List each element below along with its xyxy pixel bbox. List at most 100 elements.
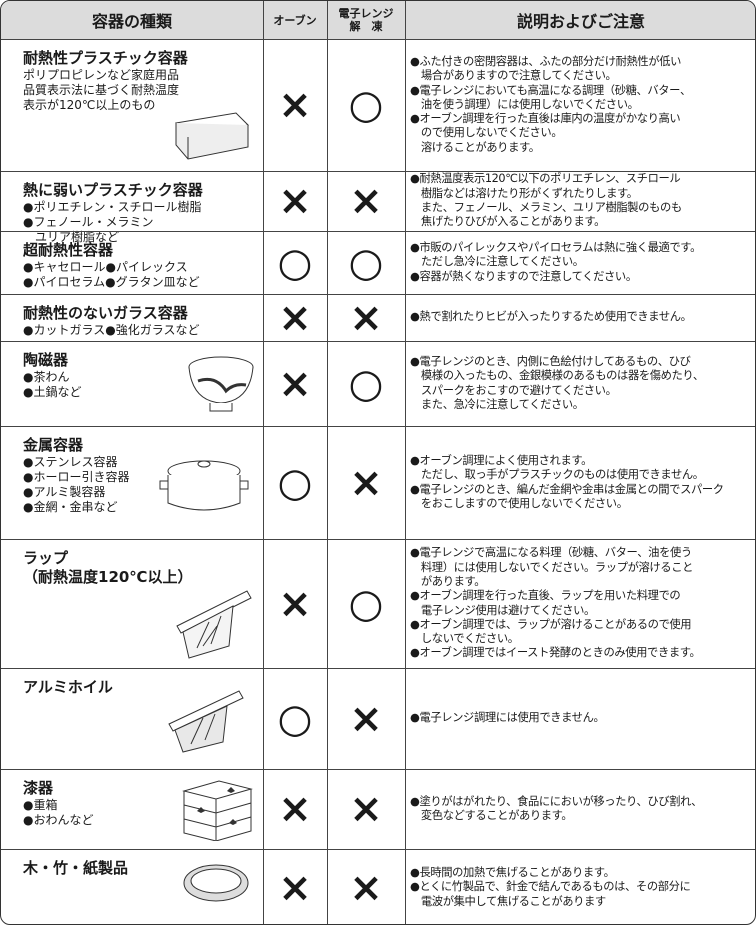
microwave-mark: × xyxy=(349,695,383,742)
container-examples: ●おわんなど xyxy=(23,813,94,827)
note-line: ●オーブン調理ではイースト発酵のときのみ使用できます。 xyxy=(410,646,701,660)
container-illustration xyxy=(175,112,250,160)
container-examples: ●カットガラス●強化ガラスなど xyxy=(23,323,200,337)
container-name: 漆器 xyxy=(23,779,54,797)
note-line: また、フェノール、メラミン、ユリア樹脂製のものも xyxy=(410,201,682,214)
note-line: 焦げたりひびが入ることがあります。 xyxy=(410,215,606,229)
type-cell: アルミホイル xyxy=(1,668,263,769)
oven-mark: ○ xyxy=(277,695,313,742)
microwave-mark: × xyxy=(349,178,383,224)
notes-cell: ●長時間の加熱で焦げることがあります。 ●とくに竹製品で、針金で結んであるものは、… xyxy=(405,849,755,924)
container-examples: ●土鍋など xyxy=(23,385,82,399)
oven-mark: × xyxy=(278,82,312,128)
container-examples: ●金網・金串など xyxy=(23,500,118,514)
row-divider xyxy=(1,426,755,427)
type-cell: 耐熱性プラスチック容器 ポリプロピレンなど家庭用品 品質表示法に基づく耐熱温度 表示が… xyxy=(1,39,263,171)
container-examples: ユリア樹脂など xyxy=(23,230,120,244)
container-illustration xyxy=(183,864,249,902)
header-oven: オーブン xyxy=(263,1,327,39)
notes-cell: ●ふた付きの密閉容器は、ふたの部分だけ耐熱性が低い 場合がありますので注意してく… xyxy=(405,39,755,171)
type-cell: 漆器 ●重箱 ●おわんなど xyxy=(1,769,263,849)
type-cell: 金属容器 ●ステンレス容器 ●ホーロー引き容器 ●アルミ製容器 ●金網・金串など xyxy=(1,426,263,539)
note-line: また、急冷に注意してください。 xyxy=(410,397,584,411)
note-line: 電子レンジ使用は避けてください。 xyxy=(410,603,595,617)
microwave-mark: ○ xyxy=(348,580,384,627)
container-name: ラップ xyxy=(23,549,69,567)
note-line: ●電子レンジのとき、内側に色絵付けしてあるもの、ひび xyxy=(410,354,691,368)
note-line: 油を使う調理）には使用しないでください。 xyxy=(410,97,639,111)
container-examples: 表示が120℃以上のもの xyxy=(23,98,156,112)
container-illustration xyxy=(182,780,253,841)
header-notes: 説明およびご注意 xyxy=(405,1,755,39)
container-examples: ●キャセロール●パイレックス xyxy=(23,260,188,274)
header-microwave-line: 電子レンジ xyxy=(338,7,394,20)
row-divider xyxy=(1,171,755,172)
note-line: ●電子レンジ調理には使用できません。 xyxy=(410,711,605,725)
oven-mark: × xyxy=(278,580,312,627)
notes-cell: ●塗りがはがれたり、食品ににおいが移ったり、ひび割れ、 変色などすることがありま… xyxy=(405,769,755,849)
note-line: ただし、取っ手がプラスチックのものは使用できません。 xyxy=(410,468,704,482)
container-examples: ●フェノール・メラミン xyxy=(23,215,154,229)
row-divider xyxy=(1,39,755,40)
note-line: 変色などすることがあります。 xyxy=(410,809,573,822)
row-divider xyxy=(1,231,755,232)
type-cell: 熱に弱いプラスチック容器 ●ポリエチレン・スチロール樹脂 ●フェノール・メラミン ユ… xyxy=(1,171,263,244)
note-line: があります。 xyxy=(410,574,486,588)
note-line: をおこしますので使用しないでください。 xyxy=(410,496,628,510)
note-line: ●オーブン調理を行った直後は庫内の温度がかなり高い xyxy=(410,112,681,126)
note-line: ●耐熱温度表示120℃以下のポリエチレン、スチロール xyxy=(410,172,681,186)
microwave-mark: × xyxy=(349,786,383,832)
notes-cell: ●電子レンジ調理には使用できません。 xyxy=(405,668,755,769)
note-line: ●ふた付きの密閉容器は、ふたの部分だけ耐熱性が低い xyxy=(410,54,681,68)
container-examples: ●重箱 xyxy=(23,798,58,812)
note-line: ●オーブン調理を行った直後、ラップを用いた料理での xyxy=(410,589,681,603)
oven-mark: × xyxy=(278,864,312,911)
note-line: 溶けることがあります。 xyxy=(410,140,540,154)
column-divider xyxy=(405,1,406,924)
note-line: ●オーブン調理によく使用されます。 xyxy=(410,453,593,467)
note-line: ●オーブン調理では、ラップが溶けることがあるので使用 xyxy=(410,617,692,631)
type-cell: 耐熱性のないガラス容器 ●カットガラス●強化ガラスなど xyxy=(1,294,263,341)
notes-cell: ●電子レンジのとき、内側に色絵付けしてあるもの、ひび 模様の入ったもの、金銀模様… xyxy=(405,341,755,426)
note-line: ●市販のパイレックスやパイロセラムは熱に強く最適です。 xyxy=(410,241,701,255)
container-examples: 品質表示法に基づく耐熱温度 xyxy=(23,83,180,97)
note-line: 樹脂などは溶けたり形がくずれたりします。 xyxy=(410,186,638,200)
oven-mark: × xyxy=(278,294,312,341)
container-examples: ●アルミ製容器 xyxy=(23,485,106,499)
container-examples: ●茶わん xyxy=(23,370,70,384)
note-line: ●長時間の加熱で焦げることがあります。 xyxy=(410,866,615,880)
note-line: ●塗りがはがれたり、食品ににおいが移ったり、ひび割れ、 xyxy=(410,794,702,808)
row-divider xyxy=(1,668,755,669)
type-cell: 陶磁器 ●茶わん ●土鍋など xyxy=(1,341,263,426)
container-examples: ポリプロピレンなど家庭用品 xyxy=(23,68,180,82)
microwave-mark: × xyxy=(349,864,383,911)
note-line: 料理）には使用しないでください。ラップが溶けること xyxy=(410,560,693,574)
oven-mark: ○ xyxy=(277,459,313,506)
note-line: ●とくに竹製品で、針金で結んであるものは、その部分に xyxy=(410,880,691,894)
header-type: 容器の種類 xyxy=(1,1,263,39)
notes-cell: ●市販のパイレックスやパイロセラムは熱に強く最適です。 ただし急冷に注意してくだ… xyxy=(405,231,755,294)
microwave-mark: ○ xyxy=(348,360,384,407)
oven-mark: × xyxy=(278,786,312,832)
container-name: （耐熱温度120℃以上） xyxy=(23,568,193,586)
header-microwave: 電子レンジ解 凍 xyxy=(327,1,405,39)
container-illustration xyxy=(159,460,249,511)
note-line: ●電子レンジで高温になる料理（砂糖、バター、油を使う xyxy=(410,546,692,560)
note-line: ので使用しないでください。 xyxy=(410,126,563,140)
microwave-mark: ○ xyxy=(348,239,384,286)
type-cell: 木・竹・紙製品 xyxy=(1,849,263,924)
container-name: 陶磁器 xyxy=(23,351,69,369)
note-line: ●電子レンジにおいても高温になる調理（砂糖、バター、 xyxy=(410,83,691,97)
row-divider xyxy=(1,849,755,850)
note-line: スパークをおこすので避けてください。 xyxy=(410,383,617,397)
notes-cell: ●電子レンジで高温になる料理（砂糖、バター、油を使う 料理）には使用しないでくだ… xyxy=(405,539,755,668)
row-divider xyxy=(1,769,755,770)
oven-mark: × xyxy=(278,178,312,224)
notes-cell: ●熱で割れたりヒビが入ったりするため使用できません。 xyxy=(405,294,755,341)
note-line: 場合がありますので注意してください。 xyxy=(410,69,617,83)
note-line: 模様の入ったもの、金銀模様のあるものは器を傷めたり、 xyxy=(410,369,704,383)
oven-mark: ○ xyxy=(277,239,313,286)
container-illustration xyxy=(168,690,244,753)
column-divider xyxy=(263,1,264,924)
note-line: ●熱で割れたりヒビが入ったりするため使用できません。 xyxy=(410,310,692,324)
